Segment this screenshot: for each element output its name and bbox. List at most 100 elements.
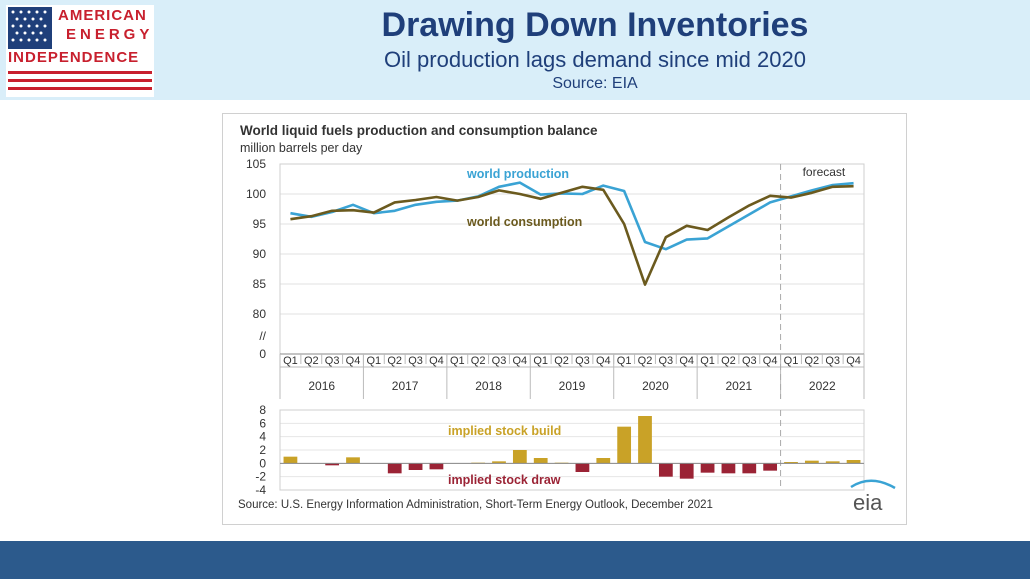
stock-bar [596,458,611,464]
bar-y-tick-label: 8 [259,403,266,417]
y-tick-label: 90 [253,247,267,261]
bar-y-tick-label: 0 [259,456,266,470]
year-label: 2017 [392,379,419,393]
bar-y-tick-label: 2 [259,443,266,457]
quarter-tick-label: Q1 [367,355,382,367]
quarter-tick-label: Q3 [825,355,840,367]
y-tick-label: 85 [253,277,267,291]
quarter-tick-label: Q3 [742,355,757,367]
stock-bar [700,463,715,473]
quarter-tick-label: Q1 [700,355,715,367]
y-tick-label: 95 [253,217,267,231]
year-label: 2021 [726,379,753,393]
stock-bar [346,457,360,464]
quarter-tick-label: Q2 [304,355,319,367]
quarter-tick-label: Q2 [387,355,402,367]
bar-y-tick-label: -2 [255,470,266,484]
quarter-tick-label: Q2 [638,355,653,367]
year-label: 2016 [308,379,335,393]
stock-bar [763,463,778,471]
consumption-series-label: world consumption [466,215,582,229]
stock-bar [846,460,861,464]
chart-source: Source: U.S. Energy Information Administ… [238,499,713,511]
quarter-tick-label: Q1 [617,355,632,367]
quarter-tick-label: Q4 [846,355,861,367]
quarter-tick-label: Q2 [721,355,736,367]
chart-svg: World liquid fuels production and consum… [238,123,896,515]
stock-build-label: implied stock build [448,424,561,438]
stock-bar [617,426,632,464]
logo-line2: ENERGY [66,26,154,43]
stock-bar [575,463,590,472]
logo-stripe [8,87,152,90]
consumption-line [290,184,854,286]
stock-bar [408,463,423,470]
quarter-tick-label: Q2 [805,355,820,367]
bar-plot-border [279,409,865,491]
stock-bar [658,463,673,477]
y-tick-label: 0 [259,347,266,361]
eia-logo: eia [853,490,883,515]
quarter-tick-label: Q1 [533,355,548,367]
quarter-tick-label: Q4 [679,355,694,367]
stock-bar [742,463,757,474]
logo-line3: INDEPENDENCE [8,49,140,66]
quarter-tick-label: Q3 [659,355,674,367]
stock-bar [512,450,527,464]
quarter-tick-label: Q4 [346,355,361,367]
quarter-tick-label: Q4 [763,355,778,367]
bar-y-tick-label: 4 [259,430,266,444]
stock-bar [429,463,444,470]
year-label: 2020 [642,379,669,393]
stock-bar [784,462,798,464]
stock-bar [283,456,298,464]
stock-bar [638,416,652,464]
y-tick-label: 80 [253,307,267,321]
stock-bar [804,460,819,464]
quarter-tick-label: Q3 [575,355,590,367]
quarter-tick-label: Q4 [429,355,444,367]
aei-logo: AMERICAN ENERGY INDEPENDENCE [6,5,154,97]
chart-title: World liquid fuels production and consum… [240,123,598,138]
stock-bar [721,463,736,474]
stock-bar [325,463,340,466]
quarter-tick-label: Q1 [784,355,799,367]
bar-y-tick-label: -4 [255,483,266,497]
main-chart: 105 100 95 90 85 80 // 0 Q1 Q2 Q3 Q4 Q1 Q2 Q3 Q4 Q1 Q2 Q3 Q… [246,157,865,399]
chart-frame: World liquid fuels production and consum… [222,113,907,525]
y-tick-label: // [259,329,266,343]
stock-bar [533,458,548,464]
stock-bar [825,461,840,464]
logo-stripe [8,79,152,82]
chart-ylabel: million barrels per day [240,141,363,155]
year-label: 2022 [809,379,836,393]
quarter-tick-label: Q3 [492,355,507,367]
quarter-tick-label: Q2 [554,355,569,367]
stock-bar [679,463,694,479]
logo-stripe [8,71,152,74]
quarter-tick-label: Q4 [513,355,528,367]
slide-header: AMERICAN ENERGY INDEPENDENCE Drawing Dow… [0,0,1030,100]
slide-footer [0,541,1030,579]
slide-source: Source: EIA [552,75,638,92]
quarter-tick-label: Q3 [408,355,423,367]
quarter-tick-label: Q1 [283,355,298,367]
us-flag-icon [8,7,52,49]
stock-bar [387,463,402,474]
year-label: 2019 [559,379,586,393]
slide-subtitle: Oil production lags demand since mid 202… [384,47,806,72]
production-series-label: world production [466,167,569,181]
y-tick-label: 100 [246,187,266,201]
quarter-tick-label: Q2 [471,355,486,367]
quarter-tick-label: Q1 [450,355,465,367]
stock-bar [492,461,506,464]
quarter-tick-label: Q3 [325,355,340,367]
quarter-tick-label: Q4 [596,355,611,367]
bar-y-tick-label: 6 [259,416,266,430]
production-line [290,181,854,251]
y-tick-label: 105 [246,157,266,171]
logo-line1: AMERICAN [58,7,147,24]
year-label: 2018 [475,379,502,393]
